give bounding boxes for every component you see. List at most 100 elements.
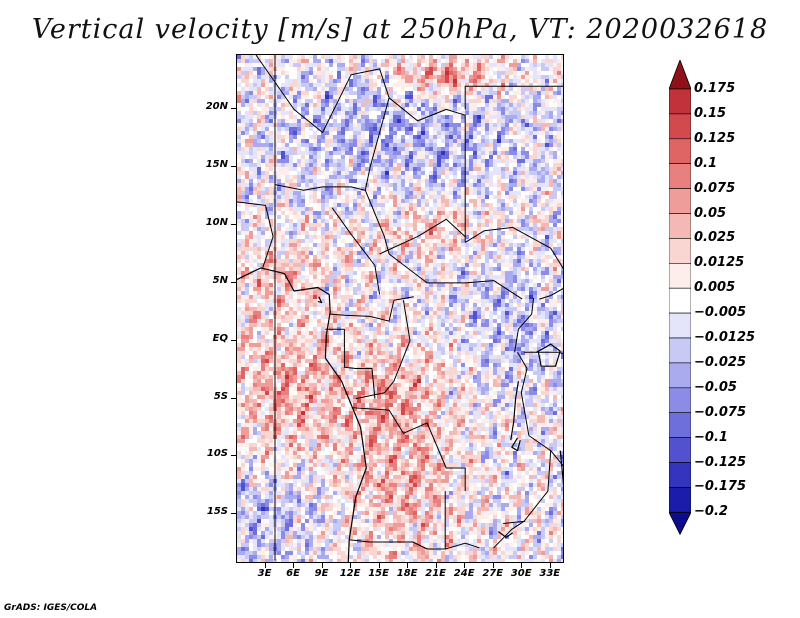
field-cell [385, 163, 389, 167]
field-cell [457, 327, 461, 331]
field-cell [537, 111, 541, 115]
field-cell [517, 107, 521, 111]
field-cell [537, 155, 541, 159]
field-cell [377, 123, 381, 127]
field-cell [525, 219, 529, 223]
field-cell [545, 315, 549, 319]
field-cell [393, 187, 397, 191]
field-cell [393, 99, 397, 103]
field-cell [385, 155, 389, 159]
field-cell [465, 291, 469, 295]
field-cell [249, 331, 253, 335]
field-cell [349, 159, 353, 163]
field-cell [245, 287, 249, 291]
field-cell [245, 91, 249, 95]
field-cell [473, 211, 477, 215]
field-cell [373, 227, 377, 231]
field-cell [425, 271, 429, 275]
field-cell [245, 315, 249, 319]
field-cell [357, 79, 361, 83]
field-cell [457, 215, 461, 219]
field-cell [425, 131, 429, 135]
field-cell [489, 327, 493, 331]
field-cell [449, 263, 453, 267]
field-cell [425, 303, 429, 307]
field-cell [525, 259, 529, 263]
field-cell [301, 71, 305, 75]
field-cell [409, 299, 413, 303]
field-cell [557, 83, 561, 87]
field-cell [485, 79, 489, 83]
field-cell [249, 275, 253, 279]
field-cell [417, 147, 421, 151]
field-cell [397, 79, 401, 83]
field-cell [285, 303, 289, 307]
field-cell [417, 135, 421, 139]
field-cell [369, 155, 373, 159]
field-cell [473, 203, 477, 207]
field-cell [513, 231, 517, 235]
field-cell [321, 231, 325, 235]
field-cell [453, 203, 457, 207]
field-cell [365, 211, 369, 215]
field-cell [249, 119, 253, 123]
field-cell [253, 291, 257, 295]
field-cell [269, 143, 273, 147]
field-cell [241, 331, 245, 335]
field-cell [561, 339, 563, 343]
field-cell [393, 239, 397, 243]
field-cell [525, 215, 529, 219]
field-cell [361, 319, 365, 323]
field-cell [445, 135, 449, 139]
field-cell [309, 163, 313, 167]
field-cell [397, 167, 401, 171]
field-cell [553, 179, 557, 183]
field-cell [505, 79, 509, 83]
field-cell [249, 335, 253, 339]
field-cell [429, 315, 433, 319]
field-cell [285, 175, 289, 179]
field-cell [381, 299, 385, 303]
field-cell [537, 187, 541, 191]
field-cell [489, 139, 493, 143]
field-cell [509, 319, 513, 323]
field-cell [321, 251, 325, 255]
field-cell [545, 191, 549, 195]
field-cell [413, 183, 417, 187]
field-cell [293, 175, 297, 179]
field-cell [329, 159, 333, 163]
field-cell [477, 111, 481, 115]
field-cell [493, 243, 497, 247]
field-cell [345, 143, 349, 147]
field-cell [253, 135, 257, 139]
field-cell [401, 287, 405, 291]
field-cell [317, 287, 321, 291]
field-cell [397, 299, 401, 303]
field-cell [325, 259, 329, 263]
field-cell [329, 155, 333, 159]
field-cell [473, 131, 477, 135]
field-cell [473, 71, 477, 75]
field-cell [433, 219, 437, 223]
field-cell [337, 183, 341, 187]
field-cell [465, 315, 469, 319]
field-cell [253, 67, 257, 71]
field-cell [317, 95, 321, 99]
field-cell [385, 147, 389, 151]
field-cell [477, 271, 481, 275]
field-cell [465, 147, 469, 151]
field-cell [489, 323, 493, 327]
field-cell [477, 67, 481, 71]
field-cell [533, 191, 537, 195]
field-cell [341, 303, 345, 307]
field-cell [365, 151, 369, 155]
field-cell [261, 311, 265, 315]
field-cell [297, 191, 301, 195]
field-cell [377, 175, 381, 179]
field-cell [437, 99, 441, 103]
field-cell [553, 155, 557, 159]
field-cell [313, 59, 317, 63]
field-cell [253, 283, 257, 287]
field-cell [553, 223, 557, 227]
field-cell [477, 255, 481, 259]
